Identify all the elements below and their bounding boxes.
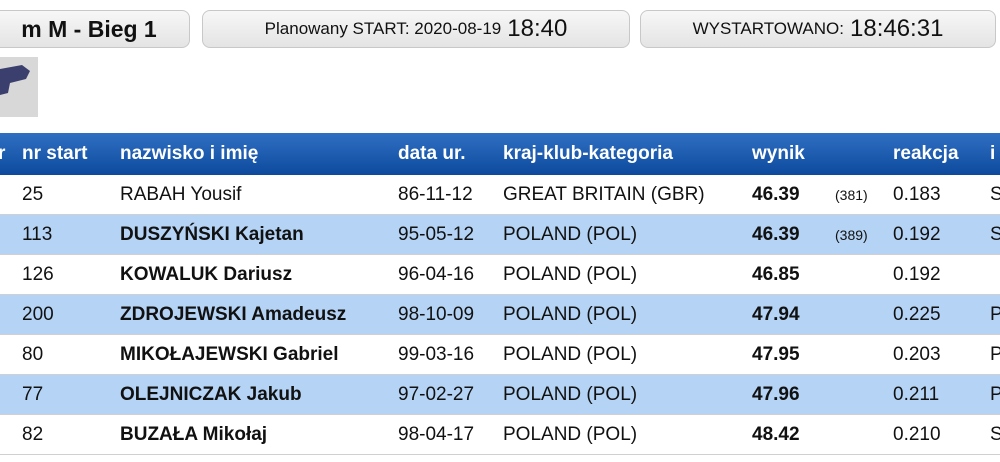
event-title: m M - Bieg 1 — [21, 15, 157, 42]
planned-label: Planowany START: 2020-08-19 — [264, 19, 502, 38]
planned-pill: Planowany START: 2020-08-19 18:40 — [202, 10, 630, 48]
start-number: 113 — [22, 224, 53, 245]
started-time: 18:46:31 — [850, 15, 944, 42]
start-number: 80 — [22, 344, 44, 365]
column-header: reakcja — [893, 143, 959, 164]
birth-date: 98-10-09 — [398, 304, 475, 325]
birth-date: 86-11-12 — [398, 184, 473, 205]
start-number: 77 — [22, 384, 44, 405]
column-header: nr start — [22, 143, 88, 164]
result: 46.39 — [752, 224, 800, 245]
country: POLAND (POL) — [503, 384, 638, 405]
reaction-time: 0.225 — [893, 304, 941, 325]
reaction-time: 0.183 — [893, 184, 941, 205]
reaction-time: 0.192 — [893, 224, 941, 245]
result: 47.94 — [752, 304, 800, 325]
event-pill: m M - Bieg 1 — [0, 10, 190, 48]
rank: (389) — [835, 227, 868, 243]
table-row: 77 OLEJNICZAK Jakub 97-02-27 POLAND (POL) 47… — [0, 375, 1000, 415]
column-header: kraj-klub-kategoria — [503, 143, 673, 164]
birth-date: 98-04-17 — [398, 424, 475, 445]
column-header: r — [0, 143, 6, 164]
athlete-name: BUZAŁA Mikołaj — [120, 424, 268, 445]
country: POLAND (POL) — [503, 344, 638, 365]
start-number: 25 — [22, 184, 44, 205]
result: 48.42 — [752, 424, 800, 445]
start-number: 126 — [22, 264, 54, 285]
result: 47.95 — [752, 344, 800, 365]
birth-date: 96-04-16 — [398, 264, 475, 285]
table-row: 25 RABAH Yousif 86-11-12 GREAT BRITAIN (GBR… — [0, 175, 1000, 215]
result: 46.85 — [752, 264, 800, 285]
country: POLAND (POL) — [503, 304, 638, 325]
start-number: 200 — [22, 304, 54, 325]
table-row: 82 BUZAŁA Mikołaj 98-04-17 POLAND (POL) 48.4… — [0, 415, 1000, 455]
column-header: data ur. — [398, 143, 466, 164]
column-header: nazwisko i imię — [120, 143, 259, 164]
column-header: i — [990, 143, 996, 164]
extra: P — [990, 344, 1000, 365]
table-row: 126 KOWALUK Dariusz 96-04-16 POLAND (POL) 46… — [0, 255, 1000, 295]
started-pill: WYSTARTOWANO: 18:46:31 — [640, 10, 996, 48]
reaction-time: 0.192 — [893, 264, 941, 285]
table-row: 113 DUSZYŃSKI Kajetan 95-05-12 POLAND (POL)… — [0, 215, 1000, 255]
birth-date: 99-03-16 — [398, 344, 475, 365]
athlete-name: OLEJNICZAK Jakub — [120, 384, 302, 405]
planned-time: 18:40 — [507, 15, 568, 42]
result: 46.39 — [752, 184, 800, 205]
extra: S — [990, 224, 1000, 245]
extra: S — [990, 424, 1000, 445]
birth-date: 95-05-12 — [398, 224, 475, 245]
result: 47.96 — [752, 384, 800, 405]
event-icon — [0, 57, 38, 117]
athlete-name: KOWALUK Dariusz — [120, 264, 293, 285]
country: POLAND (POL) — [503, 424, 638, 445]
extra: P — [990, 304, 1000, 325]
country: POLAND (POL) — [503, 264, 638, 285]
birth-date: 97-02-27 — [398, 384, 475, 405]
extra: P — [990, 384, 1000, 405]
column-header: wynik — [752, 143, 805, 164]
reaction-time: 0.210 — [893, 424, 941, 445]
extra: S — [990, 184, 1000, 205]
athlete-name: MIKOŁAJEWSKI Gabriel — [120, 344, 339, 365]
athlete-name: ZDROJEWSKI Amadeusz — [120, 304, 347, 325]
table-row: 80 MIKOŁAJEWSKI Gabriel 99-03-16 POLAND (PO… — [0, 335, 1000, 375]
reaction-time: 0.203 — [893, 344, 941, 365]
country: POLAND (POL) — [503, 224, 638, 245]
started-label: WYSTARTOWANO: — [692, 19, 844, 38]
rank: (381) — [835, 187, 868, 203]
athlete-name: RABAH Yousif — [120, 184, 242, 205]
start-number: 82 — [22, 424, 44, 445]
table-row: 200 ZDROJEWSKI Amadeusz 98-10-09 POLAND (PO… — [0, 295, 1000, 335]
table-header: r nr start nazwisko i imię data ur. kraj-klu… — [0, 133, 1000, 175]
country: GREAT BRITAIN (GBR) — [503, 184, 705, 205]
athlete-name: DUSZYŃSKI Kajetan — [120, 224, 304, 245]
reaction-time: 0.211 — [893, 384, 940, 405]
